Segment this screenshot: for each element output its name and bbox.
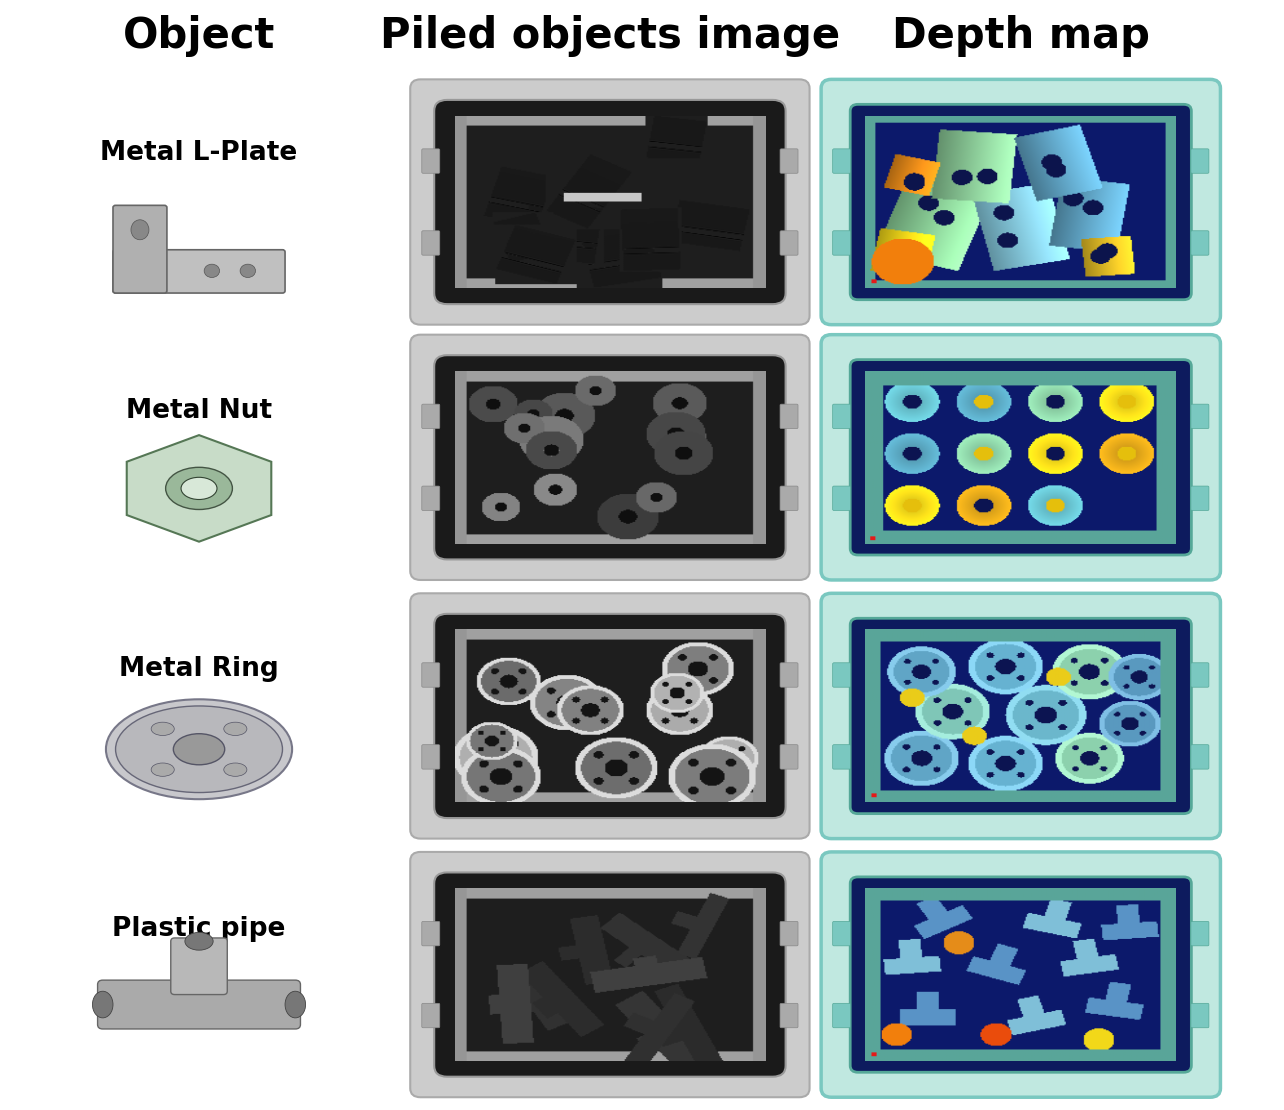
FancyBboxPatch shape bbox=[1192, 921, 1208, 946]
FancyBboxPatch shape bbox=[421, 1003, 439, 1028]
Ellipse shape bbox=[152, 723, 175, 736]
Ellipse shape bbox=[92, 991, 113, 1018]
FancyBboxPatch shape bbox=[1192, 663, 1208, 687]
FancyBboxPatch shape bbox=[779, 404, 797, 428]
Ellipse shape bbox=[116, 706, 282, 793]
FancyBboxPatch shape bbox=[113, 205, 167, 293]
FancyBboxPatch shape bbox=[779, 149, 797, 173]
FancyBboxPatch shape bbox=[421, 663, 439, 687]
FancyBboxPatch shape bbox=[421, 231, 439, 255]
Ellipse shape bbox=[152, 763, 175, 776]
FancyBboxPatch shape bbox=[850, 877, 1192, 1072]
FancyBboxPatch shape bbox=[779, 745, 797, 769]
Ellipse shape bbox=[204, 264, 220, 278]
FancyBboxPatch shape bbox=[822, 80, 1221, 325]
Text: Depth map: Depth map bbox=[892, 14, 1149, 57]
Ellipse shape bbox=[181, 477, 217, 500]
FancyBboxPatch shape bbox=[434, 355, 786, 559]
FancyBboxPatch shape bbox=[1192, 231, 1208, 255]
FancyBboxPatch shape bbox=[1192, 404, 1208, 428]
FancyBboxPatch shape bbox=[113, 250, 285, 293]
Text: Plastic pipe: Plastic pipe bbox=[112, 916, 286, 942]
FancyBboxPatch shape bbox=[421, 149, 439, 173]
Text: Metal Ring: Metal Ring bbox=[119, 656, 279, 683]
FancyBboxPatch shape bbox=[411, 80, 810, 325]
Ellipse shape bbox=[223, 763, 247, 776]
FancyBboxPatch shape bbox=[833, 231, 851, 255]
FancyBboxPatch shape bbox=[833, 149, 851, 173]
FancyBboxPatch shape bbox=[850, 360, 1192, 555]
FancyBboxPatch shape bbox=[822, 335, 1221, 579]
FancyBboxPatch shape bbox=[779, 1003, 797, 1028]
FancyBboxPatch shape bbox=[411, 593, 810, 839]
FancyBboxPatch shape bbox=[1192, 149, 1208, 173]
FancyBboxPatch shape bbox=[779, 486, 797, 511]
Text: Metal Nut: Metal Nut bbox=[126, 397, 272, 424]
FancyBboxPatch shape bbox=[833, 745, 851, 769]
FancyBboxPatch shape bbox=[434, 614, 786, 818]
FancyBboxPatch shape bbox=[779, 921, 797, 946]
FancyBboxPatch shape bbox=[850, 618, 1192, 814]
Ellipse shape bbox=[285, 991, 306, 1018]
FancyBboxPatch shape bbox=[434, 872, 786, 1077]
FancyBboxPatch shape bbox=[1192, 745, 1208, 769]
Text: Piled objects image: Piled objects image bbox=[380, 14, 840, 57]
Ellipse shape bbox=[131, 220, 149, 240]
FancyBboxPatch shape bbox=[421, 745, 439, 769]
FancyBboxPatch shape bbox=[411, 852, 810, 1097]
FancyBboxPatch shape bbox=[833, 1003, 851, 1028]
FancyBboxPatch shape bbox=[822, 852, 1221, 1097]
FancyBboxPatch shape bbox=[822, 593, 1221, 839]
FancyBboxPatch shape bbox=[421, 921, 439, 946]
Ellipse shape bbox=[185, 932, 213, 950]
FancyBboxPatch shape bbox=[434, 100, 786, 304]
FancyBboxPatch shape bbox=[833, 663, 851, 687]
FancyBboxPatch shape bbox=[833, 404, 851, 428]
Polygon shape bbox=[127, 435, 271, 542]
FancyBboxPatch shape bbox=[421, 486, 439, 511]
Ellipse shape bbox=[107, 699, 293, 799]
FancyBboxPatch shape bbox=[1192, 486, 1208, 511]
Text: Metal L-Plate: Metal L-Plate bbox=[100, 140, 298, 166]
Ellipse shape bbox=[223, 723, 247, 736]
FancyBboxPatch shape bbox=[833, 486, 851, 511]
FancyBboxPatch shape bbox=[1192, 1003, 1208, 1028]
Ellipse shape bbox=[173, 734, 225, 765]
FancyBboxPatch shape bbox=[171, 938, 227, 995]
Ellipse shape bbox=[240, 264, 256, 278]
FancyBboxPatch shape bbox=[850, 104, 1192, 300]
FancyBboxPatch shape bbox=[421, 404, 439, 428]
FancyBboxPatch shape bbox=[98, 980, 300, 1029]
FancyBboxPatch shape bbox=[833, 921, 851, 946]
FancyBboxPatch shape bbox=[411, 335, 810, 579]
Text: Object: Object bbox=[123, 14, 275, 57]
Ellipse shape bbox=[166, 467, 232, 509]
FancyBboxPatch shape bbox=[779, 231, 797, 255]
FancyBboxPatch shape bbox=[779, 663, 797, 687]
